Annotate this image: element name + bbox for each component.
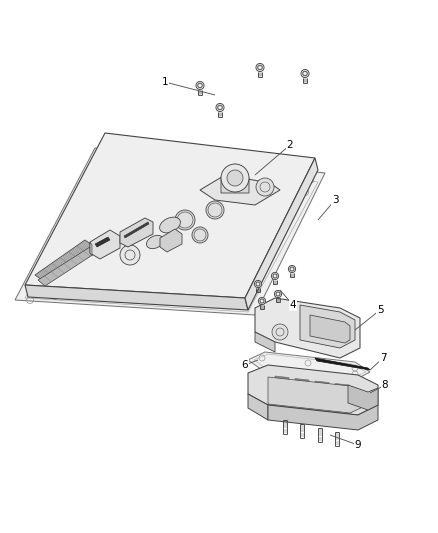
Text: 1: 1 (162, 77, 168, 87)
Circle shape (196, 82, 204, 90)
Circle shape (227, 170, 243, 186)
Text: 3: 3 (332, 195, 338, 205)
Circle shape (288, 265, 296, 272)
Circle shape (216, 103, 224, 111)
Circle shape (221, 164, 249, 192)
Polygon shape (248, 394, 268, 420)
Circle shape (258, 297, 265, 304)
Circle shape (175, 210, 195, 230)
Circle shape (120, 245, 140, 265)
Circle shape (206, 201, 224, 219)
Circle shape (192, 227, 208, 243)
Polygon shape (300, 305, 355, 348)
Polygon shape (310, 315, 350, 343)
Polygon shape (248, 352, 370, 380)
Circle shape (256, 63, 264, 71)
Polygon shape (15, 148, 325, 315)
Polygon shape (335, 384, 349, 392)
Text: 5: 5 (377, 305, 383, 315)
Polygon shape (200, 175, 280, 205)
Text: 7: 7 (380, 353, 386, 363)
Polygon shape (221, 164, 249, 193)
Polygon shape (124, 222, 149, 238)
Polygon shape (295, 378, 309, 386)
Ellipse shape (146, 236, 163, 248)
Text: 9: 9 (355, 440, 361, 450)
Text: 4: 4 (290, 300, 297, 310)
Text: 8: 8 (381, 380, 389, 390)
Circle shape (274, 290, 282, 297)
Circle shape (301, 69, 309, 77)
Polygon shape (160, 229, 182, 252)
Polygon shape (348, 385, 378, 410)
Polygon shape (25, 285, 248, 310)
Polygon shape (35, 240, 95, 282)
Polygon shape (315, 381, 329, 389)
Polygon shape (90, 230, 120, 259)
Polygon shape (245, 158, 318, 310)
Ellipse shape (159, 217, 180, 233)
Polygon shape (275, 376, 289, 384)
Polygon shape (248, 365, 378, 415)
Polygon shape (255, 332, 275, 352)
Polygon shape (315, 358, 370, 370)
Polygon shape (95, 237, 110, 247)
Polygon shape (25, 133, 315, 298)
Polygon shape (255, 298, 360, 358)
Polygon shape (38, 247, 97, 286)
Circle shape (256, 178, 274, 196)
Circle shape (272, 272, 279, 280)
Polygon shape (268, 377, 365, 413)
Circle shape (254, 280, 261, 288)
Polygon shape (90, 242, 92, 256)
Polygon shape (120, 218, 153, 247)
Circle shape (272, 324, 288, 340)
Text: 2: 2 (287, 140, 293, 150)
Polygon shape (268, 405, 378, 430)
Text: 6: 6 (242, 360, 248, 370)
